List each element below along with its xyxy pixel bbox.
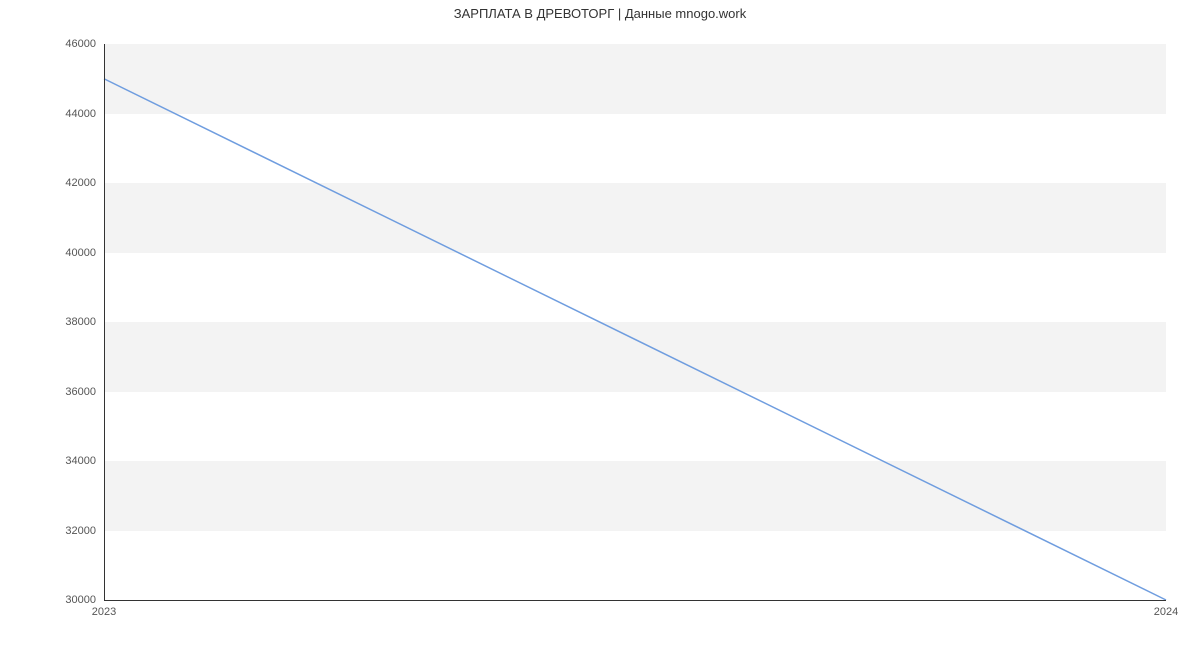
y-axis-tick-label: 44000 [65, 108, 104, 120]
chart-plot-area: 3000032000340003600038000400004200044000… [104, 44, 1166, 600]
series-line-salary [104, 79, 1166, 600]
y-axis-tick-label: 40000 [65, 247, 104, 259]
y-axis-tick-label: 36000 [65, 386, 104, 398]
x-axis-line [104, 600, 1166, 601]
chart-title: ЗАРПЛАТА В ДРЕВОТОРГ | Данные mnogo.work [0, 6, 1200, 21]
y-axis-tick-label: 46000 [65, 38, 104, 50]
x-axis-tick-label: 2023 [92, 600, 116, 618]
chart-series-layer [104, 44, 1166, 600]
y-axis-tick-label: 32000 [65, 525, 104, 537]
x-axis-tick-label: 2024 [1154, 600, 1178, 618]
y-axis-tick-label: 34000 [65, 455, 104, 467]
y-axis-tick-label: 42000 [65, 177, 104, 189]
y-axis-line [104, 44, 105, 600]
salary-line-chart: ЗАРПЛАТА В ДРЕВОТОРГ | Данные mnogo.work… [0, 0, 1200, 650]
y-axis-tick-label: 38000 [65, 316, 104, 328]
